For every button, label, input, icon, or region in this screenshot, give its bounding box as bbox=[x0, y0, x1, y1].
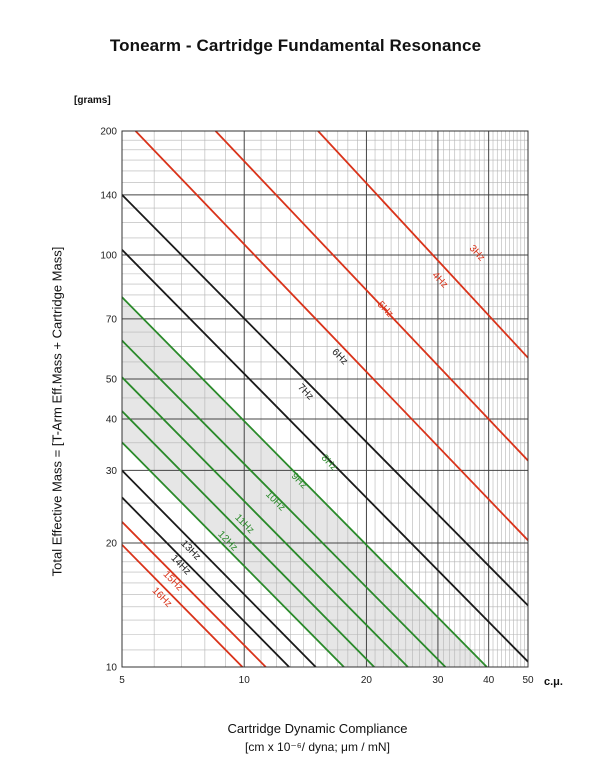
y-tick-label: 100 bbox=[100, 251, 117, 262]
line-label-7hz: 7Hz bbox=[295, 382, 315, 402]
y-unit-label: [grams] bbox=[74, 95, 111, 106]
resonance-line-11hz bbox=[122, 410, 375, 667]
resonance-line-4hz bbox=[214, 131, 528, 462]
x-tick-label: 10 bbox=[239, 675, 251, 686]
resonance-line-13hz bbox=[122, 469, 317, 667]
y-tick-label: 200 bbox=[100, 127, 117, 138]
resonance-line-3hz bbox=[317, 131, 528, 359]
x-tick-label: 30 bbox=[432, 675, 444, 686]
resonance-line-8hz bbox=[122, 296, 488, 667]
y-tick-label: 30 bbox=[106, 466, 118, 477]
resonance-line-9hz bbox=[122, 339, 447, 667]
resonance-line-12hz bbox=[122, 441, 345, 667]
x-unit-tag: c.μ. bbox=[544, 676, 563, 688]
plot-frame bbox=[121, 130, 529, 668]
resonance-line-5hz bbox=[134, 131, 528, 541]
x-axis-units: [cm x 10⁻⁶/ dyna; μm / mN] bbox=[245, 740, 390, 754]
resonance-line-14hz bbox=[122, 496, 290, 667]
line-label-16hz: 16Hz bbox=[150, 585, 174, 609]
x-tick-label: 5 bbox=[119, 675, 125, 686]
y-tick-label: 40 bbox=[106, 414, 118, 425]
resonance-line-6hz bbox=[122, 194, 528, 607]
y-tick-label: 70 bbox=[106, 314, 118, 325]
x-tick-label: 50 bbox=[522, 675, 534, 686]
x-tick-label: 40 bbox=[483, 675, 495, 686]
x-tick-label: 20 bbox=[361, 675, 373, 686]
resonance-line-7hz bbox=[122, 249, 528, 663]
line-label-4hz: 4Hz bbox=[430, 270, 450, 290]
y-tick-label: 20 bbox=[106, 538, 118, 549]
line-label-3hz: 3Hz bbox=[467, 243, 487, 264]
x-axis-label: Cartridge Dynamic Compliance bbox=[227, 721, 408, 736]
y-tick-label: 140 bbox=[100, 190, 117, 201]
resonance-line-16hz bbox=[122, 544, 244, 667]
line-label-6hz: 6Hz bbox=[329, 347, 349, 367]
resonance-line-10hz bbox=[122, 376, 409, 667]
chart-title: Tonearm - Cartridge Fundamental Resonanc… bbox=[109, 36, 482, 55]
y-tick-label: 10 bbox=[106, 663, 118, 674]
y-tick-label: 50 bbox=[106, 375, 118, 386]
resonance-line-15hz bbox=[122, 521, 267, 667]
